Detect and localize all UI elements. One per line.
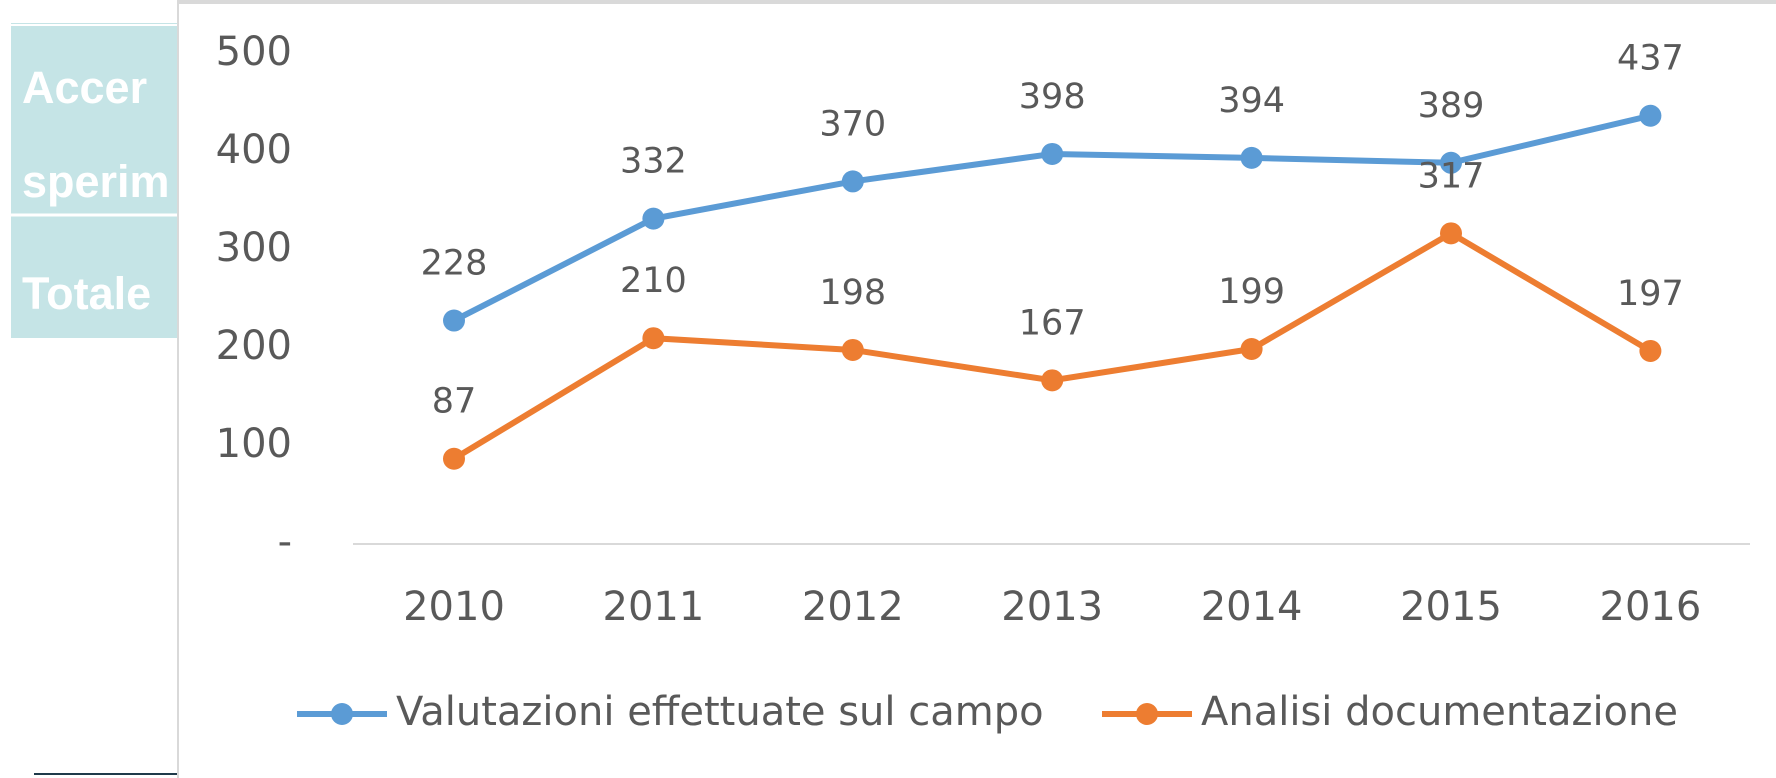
point xyxy=(642,327,665,350)
legend-marker xyxy=(1136,703,1158,725)
point xyxy=(1440,222,1462,245)
point xyxy=(1240,146,1263,169)
legend-label: Analisi documentazione xyxy=(1201,689,1678,735)
data-label: 228 xyxy=(421,244,488,284)
point xyxy=(841,338,864,361)
point xyxy=(1041,369,1064,392)
y-tick-label: 400 xyxy=(216,127,292,173)
data-label: 198 xyxy=(819,273,886,313)
x-tick-label: 2016 xyxy=(1600,584,1702,630)
x-tick-label: 2010 xyxy=(403,584,505,630)
data-label: 199 xyxy=(1218,272,1285,312)
legend-marker xyxy=(331,703,353,725)
point xyxy=(1240,337,1263,360)
y-tick-label: 300 xyxy=(216,225,292,271)
data-label: 370 xyxy=(819,104,886,144)
data-label: 394 xyxy=(1218,81,1285,121)
y-tick-label: - xyxy=(278,519,292,565)
data-label: 437 xyxy=(1617,39,1684,79)
data-label: 87 xyxy=(432,382,477,422)
point xyxy=(1440,151,1462,174)
point xyxy=(1639,104,1662,127)
y-tick-label: 500 xyxy=(216,29,292,75)
table-cell: Accer xyxy=(22,62,147,113)
data-label: 210 xyxy=(620,261,687,301)
table-block xyxy=(11,23,179,338)
data-label: 167 xyxy=(1019,303,1086,343)
x-tick-label: 2014 xyxy=(1201,584,1303,630)
data-label: 197 xyxy=(1617,274,1684,314)
y-tick-label: 100 xyxy=(216,421,292,467)
point xyxy=(1041,142,1064,165)
x-tick-label: 2015 xyxy=(1400,584,1502,630)
point xyxy=(841,170,864,193)
point xyxy=(443,309,465,332)
chart-panel xyxy=(178,0,1776,778)
data-label: 389 xyxy=(1418,86,1485,126)
data-label: 398 xyxy=(1019,77,1086,117)
legend-label: Valutazioni effettuate sul campo xyxy=(396,689,1044,735)
x-tick-label: 2013 xyxy=(1001,584,1103,630)
point xyxy=(642,207,665,230)
table-cell: Totale xyxy=(22,268,151,319)
point xyxy=(443,447,465,470)
x-tick-label: 2011 xyxy=(603,584,705,630)
point xyxy=(1639,339,1662,362)
y-tick-label: 200 xyxy=(216,323,292,369)
data-label: 332 xyxy=(620,142,687,182)
x-tick-label: 2012 xyxy=(802,584,904,630)
data-label: 317 xyxy=(1418,156,1485,196)
table-cell: sperim xyxy=(22,156,170,207)
